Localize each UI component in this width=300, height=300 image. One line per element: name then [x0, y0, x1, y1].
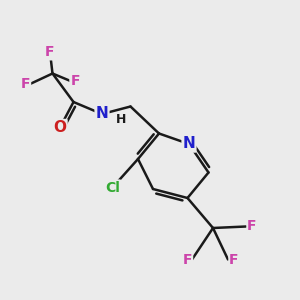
Text: F: F [45, 46, 54, 59]
Text: H: H [116, 113, 126, 126]
Text: F: F [229, 253, 239, 266]
Text: F: F [70, 74, 80, 88]
Text: F: F [21, 77, 30, 91]
Text: F: F [247, 220, 257, 233]
Text: N: N [96, 106, 108, 122]
Text: Cl: Cl [105, 181, 120, 194]
Text: O: O [53, 120, 67, 135]
Text: F: F [183, 253, 192, 266]
Text: N: N [183, 136, 195, 152]
